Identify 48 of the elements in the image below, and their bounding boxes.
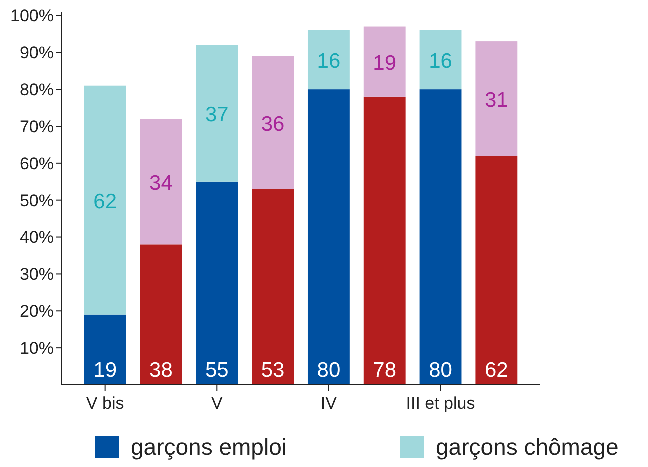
data-label: 19	[373, 52, 397, 75]
data-label: 55	[205, 359, 229, 382]
y-tick-label: 70%	[20, 117, 54, 136]
y-tick-label: 80%	[20, 80, 54, 100]
x-tick-label: V bis	[86, 394, 124, 413]
data-label: 16	[429, 50, 452, 74]
data-label: 19	[94, 359, 118, 382]
y-tick-label: 100%	[10, 6, 54, 26]
bar	[196, 182, 238, 385]
y-tick-label: 50%	[20, 191, 54, 210]
legend-label: garçons chômage	[436, 434, 619, 460]
bar	[196, 45, 238, 182]
x-tick-label: IV	[320, 394, 338, 413]
y-tick-label: 90%	[20, 44, 54, 63]
bar	[140, 119, 182, 245]
bar	[420, 30, 462, 90]
data-label: 16	[317, 50, 341, 74]
data-label: 36	[261, 112, 285, 136]
data-label: 80	[429, 359, 452, 382]
bar	[308, 90, 350, 385]
x-tick-label: V	[211, 394, 224, 413]
data-label: 62	[484, 359, 508, 382]
bar	[252, 56, 294, 190]
bar	[84, 86, 126, 315]
bar	[476, 156, 518, 385]
y-tick-label: 60%	[20, 154, 54, 174]
bar	[308, 30, 350, 90]
legend-label: garçons emploi	[131, 434, 287, 460]
y-tick-label: 30%	[20, 265, 54, 284]
y-tick-label: 10%	[20, 339, 54, 358]
bar	[364, 26, 406, 97]
bar	[140, 244, 182, 385]
data-label: 31	[484, 88, 508, 112]
data-label: 78	[373, 359, 397, 382]
bar	[84, 314, 126, 385]
bar	[476, 42, 518, 156]
data-label: 37	[205, 104, 229, 127]
data-label: 62	[94, 190, 118, 214]
data-label: 38	[150, 359, 173, 382]
bar	[252, 189, 294, 385]
bar	[420, 90, 462, 385]
y-tick-label: 40%	[20, 228, 54, 248]
data-label: 53	[261, 359, 285, 382]
x-tick-label: III et plus	[406, 394, 476, 413]
data-label: 80	[317, 359, 341, 382]
bar	[364, 96, 406, 385]
y-tick-label: 20%	[20, 302, 54, 322]
data-label: 34	[150, 172, 174, 195]
